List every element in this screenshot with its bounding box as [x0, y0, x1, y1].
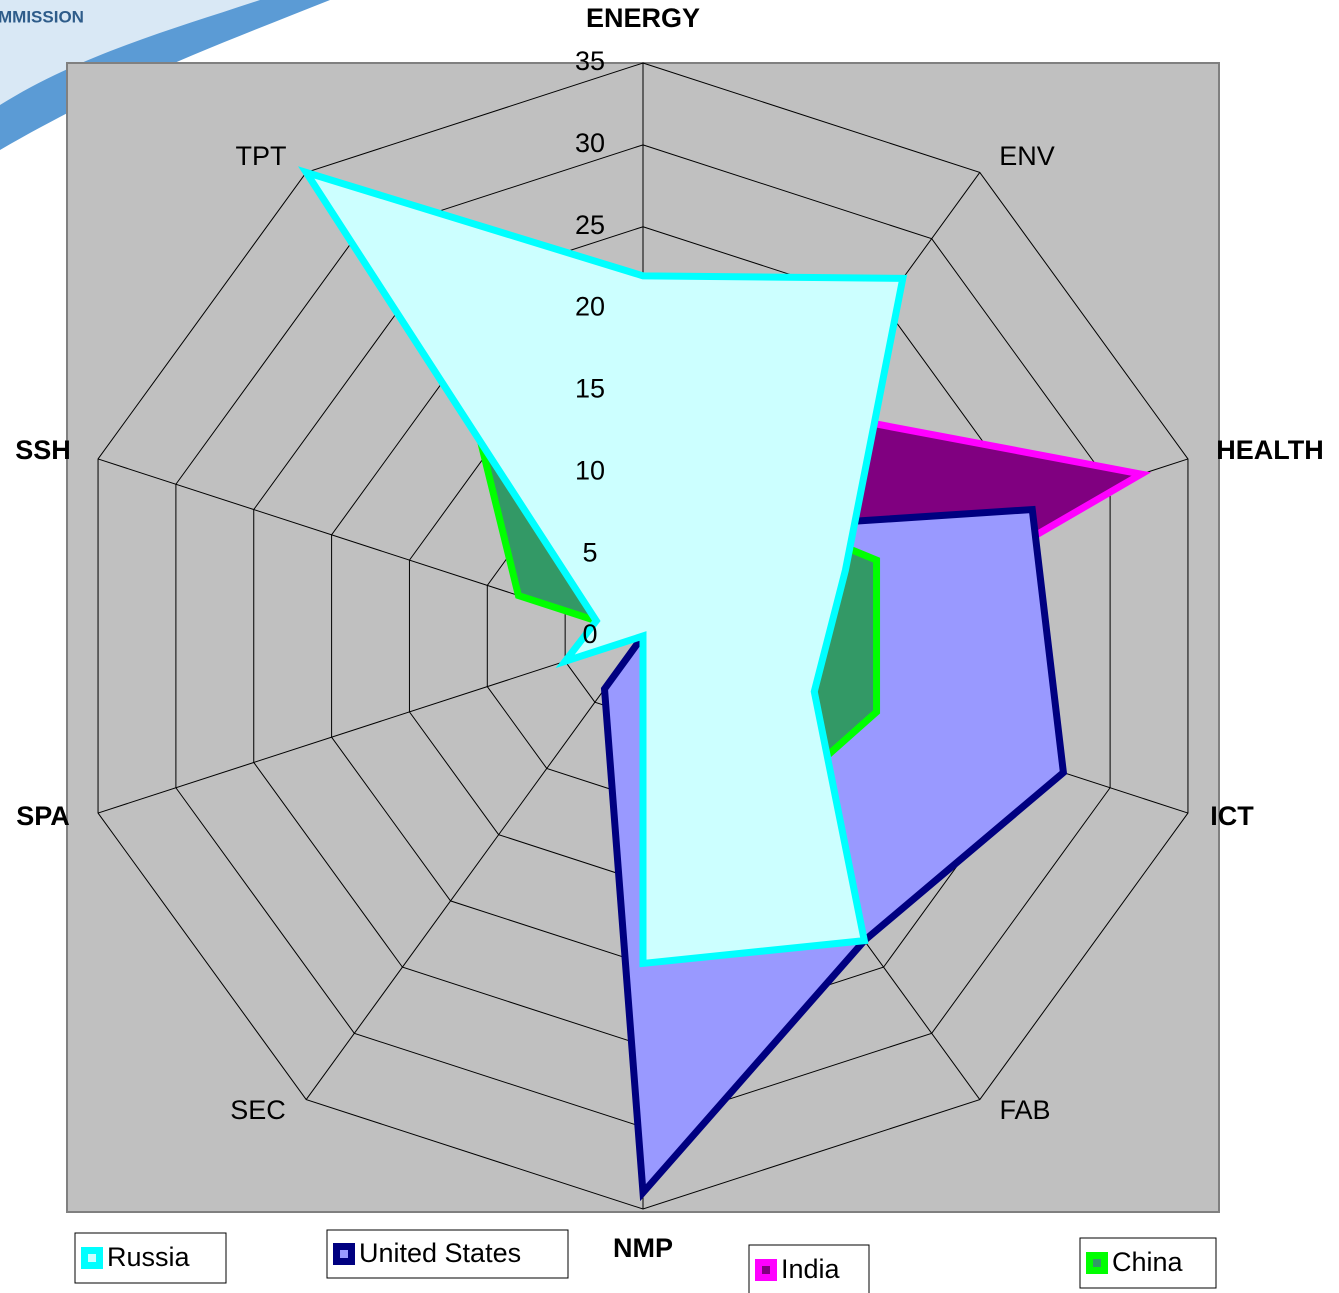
legend-label: India — [781, 1254, 841, 1284]
legend-swatch-inner — [88, 1254, 96, 1262]
legend-swatch-inner — [340, 1250, 348, 1258]
tick-label: 20 — [575, 292, 605, 322]
legend-item: Russia — [74, 1232, 227, 1284]
tick-label: 25 — [575, 210, 605, 240]
series-area — [298, 166, 908, 968]
tick-label: 10 — [575, 455, 605, 485]
legend-swatch-inner — [762, 1266, 770, 1274]
category-label: ICT — [1210, 801, 1254, 831]
category-label: SEC — [230, 1095, 286, 1125]
category-label: ENERGY — [586, 3, 700, 33]
category-label: SPA — [16, 801, 70, 831]
category-label: SSH — [15, 435, 71, 465]
tick-label: 35 — [575, 46, 605, 76]
legend-box — [326, 1229, 569, 1279]
category-label: HEALTH — [1216, 435, 1324, 465]
category-label: NMP — [613, 1233, 673, 1263]
tick-label: 0 — [582, 619, 597, 649]
category-label: TPT — [236, 141, 287, 171]
spoke — [97, 635, 644, 814]
legend-item: United States — [326, 1229, 569, 1279]
tick-label: 15 — [575, 374, 605, 404]
category-label: ENV — [999, 141, 1055, 171]
legend-swatch-inner — [1093, 1259, 1101, 1267]
logo: MMISSION — [0, 0, 330, 150]
legend-item: India — [748, 1244, 870, 1293]
tick-label: 5 — [582, 537, 597, 567]
legend-label: China — [1112, 1247, 1184, 1277]
legend-item: China — [1079, 1237, 1217, 1289]
logo-band — [0, 0, 260, 105]
category-label: FAB — [999, 1095, 1050, 1125]
spoke — [305, 635, 644, 1100]
legend-label: United States — [359, 1238, 521, 1268]
legend-label: Russia — [107, 1242, 191, 1272]
logo-text: MMISSION — [0, 7, 84, 26]
tick-label: 30 — [575, 128, 605, 158]
